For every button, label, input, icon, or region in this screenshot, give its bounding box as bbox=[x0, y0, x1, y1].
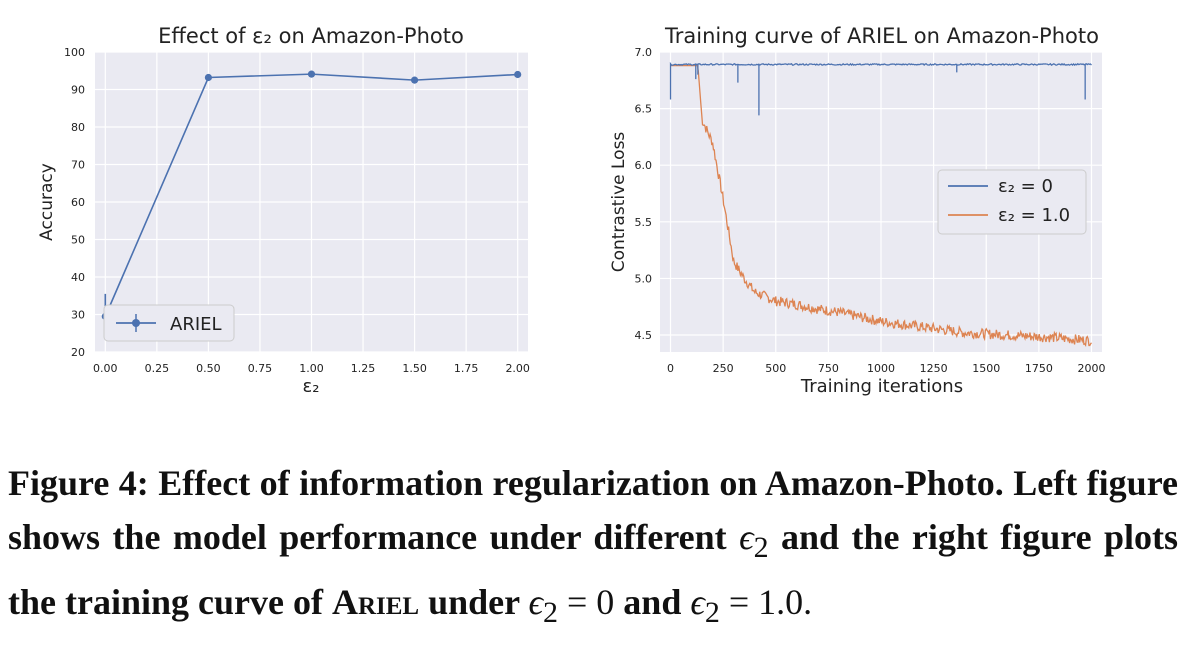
left-chart: 0.00 0.25 0.50 0.75 1.00 1.25 1.50 1.75 2.00 20 30… bbox=[37, 24, 530, 397]
left-xtick-label: 0.25 bbox=[145, 362, 170, 375]
right-chart: 0 250 500 750 1000 1250 1500 1750 2000 4.5 5.0 5.5 6… bbox=[609, 24, 1105, 397]
right-legend-label-1: ε₂ = 1.0 bbox=[998, 205, 1070, 226]
right-xtick-label: 1750 bbox=[1025, 362, 1053, 375]
eps-sub: 2 bbox=[753, 531, 769, 565]
eps-symbol: ϵ bbox=[739, 517, 754, 557]
caption-model-name: Ariel bbox=[331, 582, 420, 623]
right-ticks: 0 250 500 750 1000 1250 1500 1750 2000 4.5 5.0 5.5 6… bbox=[635, 46, 1106, 375]
left-xtick-label: 1.25 bbox=[351, 362, 376, 375]
eq-zero: = 0 bbox=[557, 582, 615, 623]
left-grid bbox=[95, 51, 528, 353]
right-xtick-label: 750 bbox=[818, 362, 839, 375]
right-xtick-label: 1500 bbox=[972, 362, 1000, 375]
left-data-point bbox=[514, 70, 522, 79]
left-ytick-label: 50 bbox=[71, 234, 85, 247]
caption-eps-b: ϵ2 = 0 bbox=[528, 582, 615, 629]
left-ytick-label: 80 bbox=[71, 121, 85, 134]
left-xtick-label: 0.50 bbox=[196, 362, 221, 375]
left-xtick-label: 2.00 bbox=[505, 362, 530, 375]
left-ytick-label: 90 bbox=[71, 84, 85, 97]
left-xtick-label: 1.50 bbox=[402, 362, 427, 375]
right-xtick-label: 2000 bbox=[1077, 362, 1105, 375]
left-data-point bbox=[204, 73, 213, 82]
caption-and: and bbox=[623, 582, 682, 623]
right-xtick-label: 250 bbox=[713, 362, 734, 375]
left-ytick-label: 30 bbox=[71, 309, 85, 322]
right-series bbox=[669, 61, 1092, 348]
right-ytick-label: 4.5 bbox=[635, 329, 653, 342]
caption-line1: Effect of information regularization on … bbox=[8, 463, 1179, 557]
caption-eps-a: ϵ2 bbox=[739, 517, 769, 564]
left-ylabel: Accuracy bbox=[37, 163, 57, 241]
left-xtick-label: 1.00 bbox=[299, 362, 324, 375]
right-ylabel: Contrastive Loss bbox=[609, 132, 629, 273]
left-legend: ARIEL bbox=[103, 304, 235, 342]
right-xtick-label: 0 bbox=[667, 362, 674, 375]
eps-sub: 2 bbox=[704, 596, 720, 630]
left-ytick-label: 20 bbox=[71, 346, 85, 359]
eq-one: = 1.0. bbox=[719, 582, 813, 623]
figure-caption: Figure 4: Effect of information regulari… bbox=[8, 456, 1178, 640]
right-legend: ε₂ = 0 ε₂ = 1.0 bbox=[937, 169, 1087, 235]
left-title: Effect of ε₂ on Amazon-Photo bbox=[158, 24, 464, 48]
right-ytick-label: 5.0 bbox=[635, 272, 653, 285]
left-legend-label: ARIEL bbox=[170, 314, 222, 335]
right-series-line-eps0 bbox=[669, 61, 1092, 116]
right-series-line-eps1 bbox=[670, 64, 1092, 348]
right-xlabel: Training iterations bbox=[800, 376, 963, 397]
right-xtick-label: 500 bbox=[765, 362, 786, 375]
right-legend-label-0: ε₂ = 0 bbox=[998, 176, 1053, 197]
left-data-point bbox=[307, 70, 316, 78]
caption-mid: and the right figure plots the training … bbox=[8, 517, 1179, 623]
left-ytick-label: 40 bbox=[71, 271, 85, 284]
right-ytick-label: 6.5 bbox=[635, 103, 653, 116]
left-xtick-label: 0.00 bbox=[93, 362, 118, 375]
left-ticks: 0.00 0.25 0.50 0.75 1.00 1.25 1.50 1.75 2.00 20 30… bbox=[64, 46, 530, 375]
right-ytick-label: 5.5 bbox=[635, 216, 653, 229]
left-ytick-label: 60 bbox=[71, 196, 85, 209]
right-title: Training curve of ARIEL on Amazon-Photo bbox=[664, 24, 1099, 48]
right-xtick-label: 1000 bbox=[867, 362, 895, 375]
eps-symbol: ϵ bbox=[528, 582, 543, 623]
left-ytick-label: 70 bbox=[71, 159, 85, 172]
left-xlabel: ε₂ bbox=[303, 376, 320, 397]
left-ytick-label: 100 bbox=[64, 46, 85, 59]
caption-label: Figure 4: bbox=[8, 463, 149, 503]
figure-panels: 0.00 0.25 0.50 0.75 1.00 1.25 1.50 1.75 2.00 20 30… bbox=[37, 24, 1105, 397]
right-xtick-label: 1250 bbox=[920, 362, 948, 375]
right-ytick-label: 6.0 bbox=[635, 159, 653, 172]
eps-sub: 2 bbox=[542, 596, 558, 630]
right-ytick-label: 7.0 bbox=[635, 46, 653, 59]
caption-eps-c: ϵ2 = 1.0. bbox=[690, 582, 813, 629]
caption-under: under bbox=[428, 582, 520, 623]
eps-symbol: ϵ bbox=[690, 582, 705, 623]
left-data-point bbox=[410, 76, 419, 84]
left-xtick-label: 1.75 bbox=[454, 362, 479, 375]
left-xtick-label: 0.75 bbox=[248, 362, 273, 375]
